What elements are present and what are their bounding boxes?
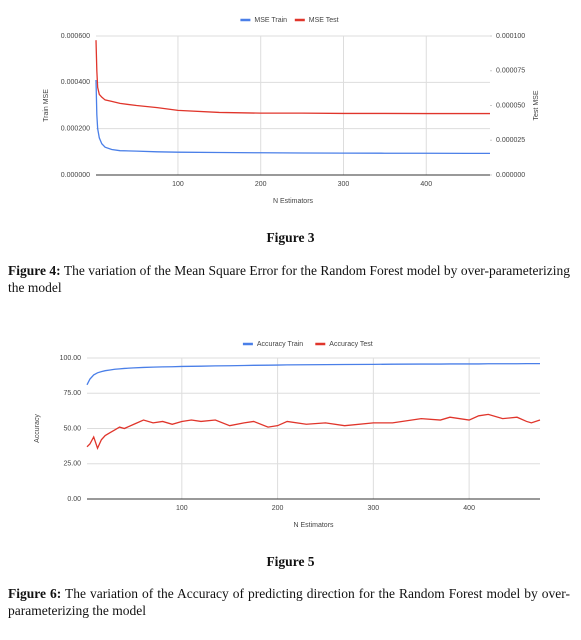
x-tick-label: 300 — [368, 505, 380, 512]
y-tick-label: 0.000400 — [61, 79, 90, 86]
x-tick-label: 100 — [176, 505, 188, 512]
legend-label: Accuracy Test — [329, 341, 372, 348]
y2-tick-label: 0.000075 — [496, 68, 525, 75]
y-tick-label: 0.000200 — [61, 126, 90, 133]
y2-tick-label: 0.000050 — [496, 102, 525, 109]
x-tick-label: 300 — [338, 181, 350, 188]
series-line — [86, 362, 540, 386]
y-tick-label: 0.000600 — [61, 33, 90, 40]
caption-label: Figure 4: — [8, 263, 61, 278]
series-line — [95, 40, 490, 115]
y-tick-label: 0.000000 — [61, 172, 90, 179]
x-tick-label: 400 — [463, 505, 475, 512]
y-tick-label: 25.00 — [63, 461, 81, 468]
y2-axis-label: Test MSE — [533, 90, 540, 120]
legend-label: MSE Test — [309, 17, 339, 24]
series-line — [95, 80, 490, 154]
y-tick-label: 50.00 — [63, 425, 81, 432]
legend-label: MSE Train — [254, 17, 287, 24]
caption-text: The variation of the Mean Square Error f… — [8, 263, 570, 295]
y2-tick-label: 0.000025 — [496, 137, 525, 144]
x-axis-label: N Estimators — [293, 522, 334, 529]
y-tick-label: 0.00 — [67, 496, 81, 503]
x-tick-label: 200 — [255, 181, 267, 188]
y-axis-label: Accuracy — [34, 414, 41, 443]
legend-label: Accuracy Train — [257, 341, 303, 348]
caption: Figure 3 — [266, 230, 315, 245]
y-tick-label: 100.00 — [60, 355, 82, 362]
x-tick-label: 100 — [172, 181, 184, 188]
x-axis-label: N Estimators — [273, 198, 314, 205]
y-tick-label: 75.00 — [63, 390, 81, 397]
caption-label: Figure 6: — [8, 586, 62, 601]
x-tick-label: 400 — [420, 181, 432, 188]
caption: Figure 4: The variation of the Mean Squa… — [8, 262, 570, 296]
y-axis-label: Train MSE — [43, 89, 50, 122]
caption: Figure 5 — [266, 554, 315, 569]
caption-text: The variation of the Accuracy of predict… — [8, 586, 571, 618]
y2-tick-label: 0.000000 — [496, 172, 525, 179]
y2-tick-label: 0.000100 — [496, 33, 525, 40]
series-line — [86, 413, 541, 451]
x-tick-label: 200 — [272, 505, 284, 512]
caption: Figure 6: The variation of the Accuracy … — [8, 585, 570, 619]
